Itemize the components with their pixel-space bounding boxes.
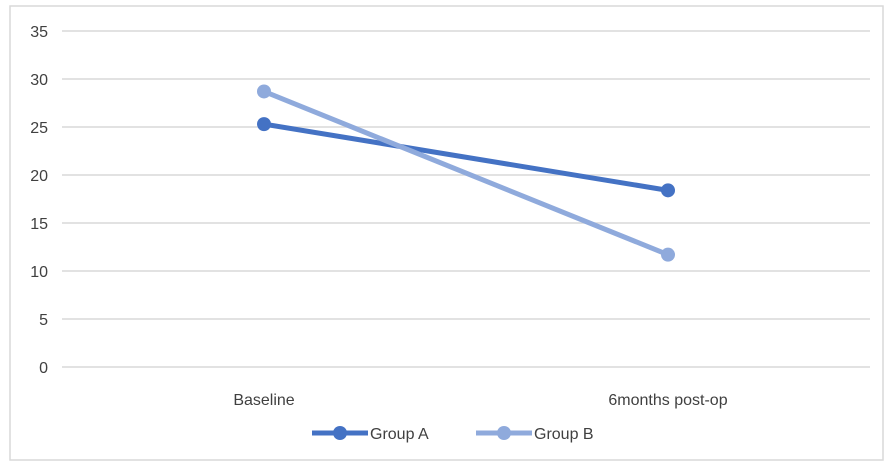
- legend-label-group-b: Group B: [534, 426, 594, 443]
- legend-label-group-a: Group A: [370, 426, 429, 443]
- series-line-group-b: [261, 88, 671, 258]
- legend-entry-group-b: Group B: [476, 426, 594, 443]
- y-tick-label-25: 25: [30, 120, 48, 137]
- x-tick-label-2: 6months post-op: [608, 392, 727, 409]
- y-tick-label-20: 20: [30, 168, 48, 185]
- series-group-a: [257, 117, 675, 198]
- y-tick-label-35: 35: [30, 24, 48, 41]
- y-tick-label-30: 30: [30, 72, 48, 89]
- series-line-group-a: [261, 121, 671, 193]
- data-point-group-b-2: [661, 247, 675, 262]
- data-point-group-a-1: [257, 117, 271, 132]
- x-tick-label-1: Baseline: [233, 392, 294, 409]
- legend-swatch-marker-group-a: [333, 426, 347, 440]
- y-tick-label-10: 10: [30, 264, 48, 281]
- series-lines: [257, 84, 675, 262]
- legend: Group A Group B: [312, 426, 594, 443]
- y-tick-label-15: 15: [30, 216, 48, 233]
- data-point-group-a-2: [661, 183, 675, 198]
- y-tick-label-5: 5: [39, 312, 48, 329]
- chart-border: [9, 5, 884, 461]
- series-group-b: [257, 84, 675, 262]
- data-point-group-b-1: [257, 84, 271, 99]
- y-axis-tick-labels: 0 5 10 15 20 25 30 35: [30, 24, 48, 377]
- x-axis-tick-labels: Baseline 6months post-op: [233, 392, 727, 409]
- legend-entry-group-a: Group A: [312, 426, 429, 443]
- legend-swatch-marker-group-b: [497, 426, 511, 440]
- y-tick-label-0: 0: [39, 360, 48, 377]
